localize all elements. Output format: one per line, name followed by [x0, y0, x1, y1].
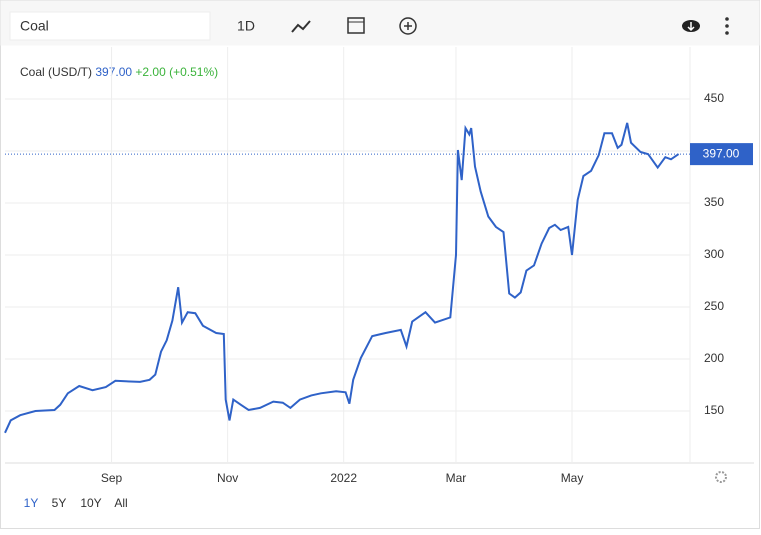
x-tick-label: May	[561, 471, 584, 485]
last-price-label: 397.00	[703, 146, 740, 160]
download-icon[interactable]	[682, 20, 700, 32]
y-tick-label: 250	[704, 299, 724, 313]
y-tick-label: 200	[704, 351, 724, 365]
calendar-icon[interactable]	[347, 17, 365, 34]
x-tick-label: Mar	[446, 471, 467, 485]
y-tick-label: 150	[704, 403, 724, 417]
change: +2.00 (+0.51%)	[135, 65, 218, 79]
x-tick-label: Nov	[217, 471, 238, 485]
y-tick-label: 450	[704, 91, 724, 105]
search-box[interactable]	[9, 11, 211, 41]
search-text: Coal	[20, 18, 49, 34]
range-button[interactable]: 10Y	[80, 496, 101, 510]
interval-button[interactable]: 1D	[237, 18, 255, 34]
y-tick-label: 300	[704, 247, 724, 261]
y-tick-label: 350	[704, 195, 724, 209]
x-tick-label: Sep	[101, 471, 123, 485]
x-tick-label: 2022	[330, 471, 357, 485]
range-button[interactable]: 5Y	[52, 496, 67, 510]
header: Coal (USD/T) 397.00 +2.00 (+0.51%)	[20, 65, 218, 79]
price: 397.00	[95, 65, 132, 79]
chart-type-icon[interactable]	[291, 20, 311, 33]
last-price-tag	[690, 143, 753, 166]
title: Coal (USD/T)	[20, 65, 92, 79]
menu-icon[interactable]	[725, 17, 729, 35]
gear-icon[interactable]	[715, 471, 727, 483]
range-button[interactable]: All	[114, 496, 127, 510]
compare-icon[interactable]	[399, 17, 417, 35]
price-line	[4, 122, 680, 434]
range-button[interactable]: 1Y	[24, 496, 39, 510]
